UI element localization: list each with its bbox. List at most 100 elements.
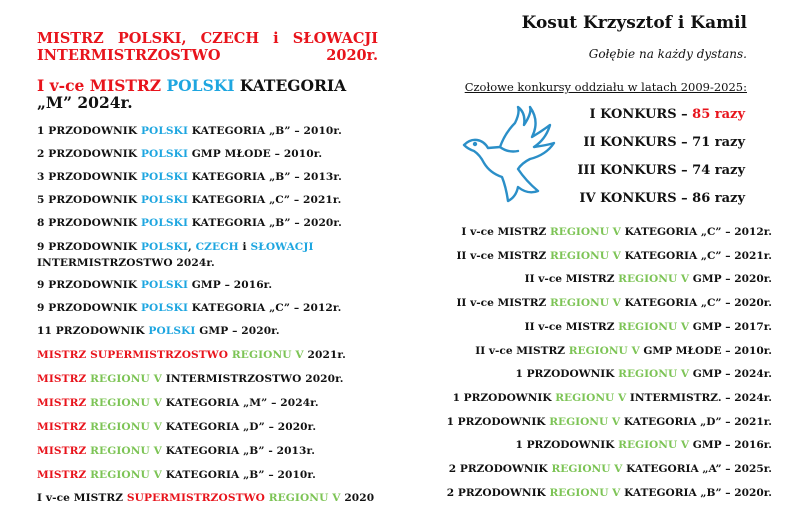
list-item: 2 PRZODOWNIK REGIONU V KATEGORIA „A” – 2… — [449, 462, 772, 476]
item-segment: REGIONU V — [90, 421, 162, 433]
item-segment: REGIONU V — [549, 226, 621, 238]
item-segment: POLSKI — [140, 302, 188, 314]
item-segment: REGIONU V — [618, 273, 690, 286]
item-segment: REGIONU V — [551, 463, 623, 475]
list-item: II v-ce MISTRZ REGIONU V GMP MŁODE – 201… — [475, 344, 772, 358]
item-segment: GMP – 2024r. — [689, 368, 772, 381]
contest-count: IV KONKURS – 86 razy — [579, 191, 745, 206]
item-segment: GMP – 2020r. — [689, 273, 772, 286]
item-segment: POLSKI — [140, 279, 188, 291]
item-segment: KATEGORIA „D” – 2021r. — [620, 415, 772, 428]
item-segment: REGIONU V — [568, 344, 640, 357]
item-segment: INTERMISTRZOSTWO 2020r. — [162, 373, 344, 385]
item-segment: MISTRZ SUPERMISTRZOSTWO — [37, 349, 232, 361]
item-segment: POLSKI — [140, 148, 188, 160]
item-segment: 2 PRZODOWNIK — [446, 486, 550, 499]
list-item: II v-ce MISTRZ REGIONU V KATEGORIA „C” –… — [456, 249, 772, 263]
contest-count: II KONKURS – 71 razy — [583, 135, 745, 150]
item-segment: REGIONU V — [549, 415, 621, 428]
list-item: 8 PRZODOWNIK POLSKI KATEGORIA „B” – 2020… — [37, 216, 342, 230]
item-segment: , — [188, 241, 196, 253]
item-segment: 1 PRZODOWNIK — [446, 415, 550, 428]
item-segment: 1 PRZODOWNIK — [37, 125, 141, 137]
item-segment: GMP – 2020r. — [195, 325, 280, 337]
title-champion: MISTRZ POLSKI, CZECH i SŁOWACJI INTERMIS… — [37, 30, 378, 64]
item-segment: I v-ce MISTRZ — [461, 226, 550, 238]
item-segment: POLSKI — [140, 171, 188, 183]
tagline: Gołębie na każdy dystans. — [588, 47, 747, 61]
item-segment: II v-ce MISTRZ — [524, 273, 619, 286]
list-item: II v-ce MISTRZ REGIONU V GMP – 2020r. — [525, 272, 772, 286]
item-segment: 9 PRZODOWNIK — [37, 241, 141, 253]
list-item: MISTRZ REGIONU V KATEGORIA „B” – 2010r. — [37, 468, 316, 482]
item-segment: 5 PRZODOWNIK — [37, 194, 141, 206]
item-segment: REGIONU V — [90, 373, 162, 385]
item-segment: GMP MŁODE – 2010r. — [188, 148, 323, 160]
item-segment: REGIONU V — [268, 492, 341, 504]
item-segment: GMP – 2016r. — [188, 279, 273, 291]
list-item: II v-ce MISTRZ REGIONU V KATEGORIA „C” –… — [456, 296, 772, 310]
item-segment: INTERMISTRZOSTWO 2024r. — [37, 257, 215, 269]
item-segment: MISTRZ — [37, 445, 91, 457]
item-segment: II v-ce MISTRZ — [456, 249, 550, 262]
item-segment: KATEGORIA „B” – 2010r. — [162, 469, 316, 481]
item-segment: i — [238, 241, 251, 253]
item-segment: KATEGORIA „C” – 2012r. — [188, 302, 342, 314]
list-item: 9 PRZODOWNIK POLSKI, CZECH i SŁOWACJI INT… — [37, 239, 314, 271]
item-segment: KATEGORIA „M” – 2024r. — [162, 397, 319, 409]
item-segment: 2021r. — [303, 349, 346, 361]
item-segment: KATEGORIA „B” – 2020r. — [188, 217, 342, 229]
list-item: 9 PRZODOWNIK POLSKI GMP – 2016r. — [37, 278, 272, 292]
item-segment: REGIONU V — [549, 249, 621, 262]
item-segment: KATEGORIA „B” – 2020r. — [620, 486, 772, 499]
item-segment: REGIONU V — [90, 445, 162, 457]
item-segment: GMP – 2016r. — [689, 439, 772, 452]
list-item: 3 PRZODOWNIK POLSKI KATEGORIA „B” – 2013… — [37, 170, 342, 184]
item-segment: 8 PRZODOWNIK — [37, 217, 141, 229]
contest-segment: 85 razy — [692, 107, 745, 122]
item-segment: REGIONU V — [618, 368, 690, 381]
list-item: MISTRZ REGIONU V KATEGORIA „M” – 2024r. — [37, 396, 319, 410]
item-segment: GMP MŁODE – 2010r. — [639, 344, 772, 357]
item-segment: 3 PRZODOWNIK — [37, 171, 141, 183]
item-segment: POLSKI — [140, 217, 188, 229]
subtitle-segment: I v-ce MISTRZ — [37, 76, 167, 95]
list-item: MISTRZ REGIONU V INTERMISTRZOSTWO 2020r. — [37, 372, 344, 386]
item-segment: II v-ce MISTRZ — [524, 320, 619, 333]
item-segment: SUPERMISTRZOSTWO — [126, 492, 269, 504]
list-item: 2 PRZODOWNIK POLSKI GMP MŁODE – 2010r. — [37, 147, 322, 161]
item-segment: KATEGORIA „C” – 2021r. — [620, 249, 772, 262]
item-segment: CZECH — [195, 241, 239, 253]
item-segment: GMP – 2017r. — [689, 320, 772, 333]
list-item: 9 PRZODOWNIK POLSKI KATEGORIA „C” – 2012… — [37, 301, 341, 315]
item-segment: MISTRZ — [37, 373, 91, 385]
item-segment: INTERMISTRZ. – 2024r. — [626, 391, 772, 404]
item-segment: REGIONU V — [549, 297, 621, 310]
item-segment: REGIONU V — [618, 320, 690, 333]
item-segment: 1 PRZODOWNIK — [452, 391, 556, 404]
list-item: I v-ce MISTRZ SUPERMISTRZOSTWO REGIONU V… — [37, 491, 374, 505]
item-segment: MISTRZ — [37, 421, 91, 433]
title-segment: MISTRZ POLSKI, CZECH i SŁOWACJI INTERMIS… — [37, 30, 378, 64]
item-segment: KATEGORIA „B” – 2010r. — [188, 125, 342, 137]
contest-segment: I KONKURS – — [589, 107, 693, 122]
item-segment: MISTRZ — [37, 469, 91, 481]
item-segment: 1 PRZODOWNIK — [515, 368, 619, 381]
contest-count: III KONKURS – 74 razy — [577, 163, 745, 178]
breeder-name: Kosut Krzysztof i Kamil — [521, 13, 747, 33]
item-segment: KATEGORIA „A” – 2025r. — [622, 463, 772, 475]
list-item: I v-ce MISTRZ REGIONU V KATEGORIA „C” – … — [461, 225, 772, 239]
item-segment: 9 PRZODOWNIK — [37, 279, 141, 291]
item-segment: KATEGORIA „B” – 2013r. — [188, 171, 342, 183]
subtitle-vice-champion: I v-ce MISTRZ POLSKI KATEGORIA „M” 2024r… — [37, 77, 382, 111]
list-item: 1 PRZODOWNIK REGIONU V INTERMISTRZ. – 20… — [453, 391, 772, 405]
list-item: 11 PRZODOWNIK POLSKI GMP – 2020r. — [37, 324, 280, 338]
list-item: 1 PRZODOWNIK REGIONU V KATEGORIA „D” – 2… — [447, 415, 772, 429]
contest-count: I KONKURS – 85 razy — [589, 107, 745, 122]
item-segment: POLSKI — [140, 125, 188, 137]
list-item: 1 PRZODOWNIK REGIONU V GMP – 2024r. — [516, 367, 772, 381]
item-segment: REGIONU V — [90, 397, 162, 409]
item-segment: I v-ce MISTRZ — [37, 492, 127, 504]
item-segment: KATEGORIA „C” – 2012r. — [620, 226, 772, 238]
item-segment: 2 PRZODOWNIK — [448, 463, 552, 475]
